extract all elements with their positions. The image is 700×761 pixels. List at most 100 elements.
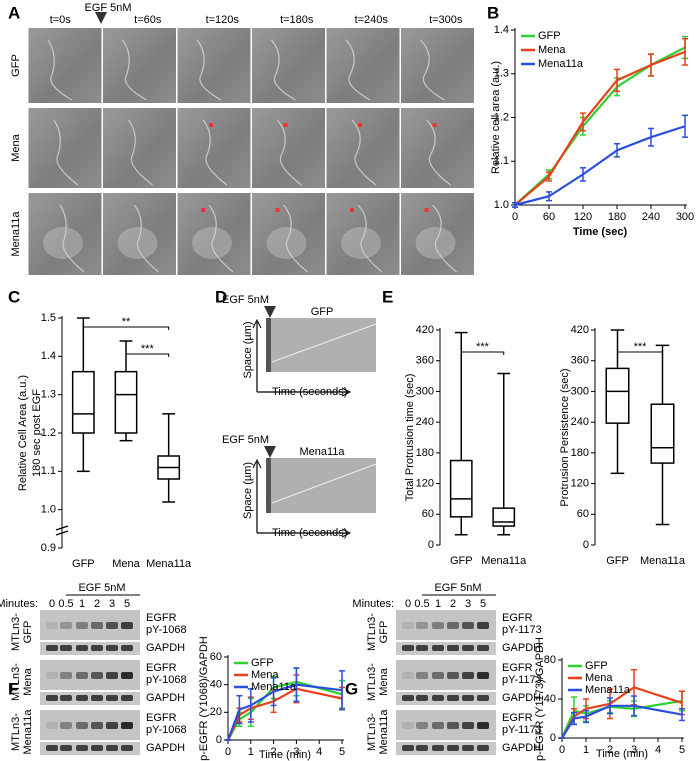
cell-line-label: Mena (378, 667, 390, 695)
y-tick-label: 360 (571, 355, 589, 367)
x-tick-label: 60 (543, 211, 555, 223)
kymograph-trace (271, 323, 377, 363)
micrograph (28, 108, 102, 188)
y-axis-label: p-EGFR (Y1173)/GAPDH (534, 637, 546, 761)
significance-label: ** (122, 316, 131, 328)
lane-label: 2 (450, 598, 456, 610)
band (402, 622, 414, 629)
legend-label: Mena (251, 669, 279, 681)
protrusion-marker (358, 123, 362, 127)
cell-edge (202, 119, 228, 186)
x-tick-label: 0 (512, 211, 518, 223)
band (416, 745, 428, 751)
cell-line-label: MTLn3- (366, 613, 378, 651)
y-tick-label: 180 (571, 447, 589, 459)
series-line (226, 687, 343, 741)
cell-edge (351, 119, 377, 186)
cell-line-label: Mena (22, 667, 34, 695)
y-tick-label: 40 (210, 679, 222, 691)
x-tick-label: 3 (293, 746, 299, 758)
panel-label: G (345, 679, 358, 698)
micrograph (252, 28, 325, 103)
x-tick-label: 240 (642, 211, 660, 223)
y-tick-label: 300 (571, 385, 589, 397)
lane-label: 0 (49, 598, 55, 610)
legend-label: Mena (585, 672, 613, 684)
legend-label: GFP (538, 30, 561, 42)
panel-label: F (8, 679, 18, 698)
lane-label: 5 (124, 598, 130, 610)
micrograph (103, 28, 176, 103)
band (477, 672, 489, 679)
band (416, 622, 428, 629)
band (447, 695, 459, 701)
micrograph (326, 28, 400, 103)
cell-edge (59, 204, 85, 273)
legend-label: GFP (251, 657, 274, 669)
band (91, 672, 103, 679)
band (477, 645, 489, 651)
significance-bracket (617, 351, 663, 355)
series-line (226, 683, 343, 741)
band (60, 672, 72, 679)
axis-break (55, 525, 69, 531)
box (114, 370, 138, 434)
cell-line-label: MTLn3- (10, 663, 22, 701)
x-axis-label: Time (min) (259, 749, 311, 761)
band (432, 722, 444, 729)
lane-label: 1 (79, 598, 85, 610)
legend-label: Mena (538, 44, 566, 56)
cell-edge (208, 204, 234, 273)
x-tick-label: GFP (606, 555, 629, 567)
band (462, 622, 474, 629)
band (432, 745, 444, 751)
legend-label: GFP (585, 660, 608, 672)
stimulus-label: EGF 5nM (434, 582, 481, 594)
legend-label: Mena11a (538, 58, 584, 70)
band (76, 722, 88, 729)
x-tick-label: 120 (574, 211, 592, 223)
micrograph (28, 28, 102, 103)
y-tick-label: 60 (422, 508, 434, 520)
box (449, 459, 473, 518)
y-axis-label: Protrusion Persistence (sec) (559, 368, 571, 506)
cell-line-label: MTLn3- (366, 663, 378, 701)
blot-label: pY-1173 (502, 674, 542, 686)
band (91, 645, 103, 651)
kymograph-pre (266, 318, 271, 372)
protrusion-marker (209, 123, 213, 127)
panel-label: E (382, 287, 393, 306)
cell-edge (196, 39, 222, 101)
cell-edge (271, 39, 296, 101)
band (106, 695, 118, 701)
protrusion-marker (275, 208, 280, 212)
y-tick-label: 80 (544, 654, 556, 666)
y-tick-label: 60 (210, 651, 222, 663)
x-tick-label: GFP (450, 555, 473, 567)
micrograph (177, 193, 251, 275)
arrow-head (252, 318, 262, 329)
band (477, 722, 489, 729)
cell-edge (283, 204, 308, 273)
time-label: t=60s (134, 14, 162, 26)
y-axis-label: Relative Cell Area (a.u.) (17, 375, 29, 491)
cell-edge (277, 119, 302, 186)
x-tick-label: 3 (631, 744, 637, 756)
blot-label: pY-1068 (146, 624, 187, 636)
band (46, 745, 58, 751)
band (46, 645, 58, 651)
band (447, 745, 459, 751)
y-tick-label: 1.5 (41, 312, 56, 324)
kymo-x-label: Time (seconds) (272, 527, 347, 539)
panel-label: B (487, 3, 499, 22)
y-tick-label: 0 (216, 734, 222, 746)
band (447, 722, 459, 729)
cell-body (43, 227, 83, 259)
band (416, 645, 428, 651)
y-tick-label: 1.4 (41, 350, 56, 362)
band (106, 645, 118, 651)
micrograph (326, 193, 400, 275)
blot-label: EGFR (502, 712, 533, 724)
blot-label: pY-1173 (502, 724, 542, 736)
